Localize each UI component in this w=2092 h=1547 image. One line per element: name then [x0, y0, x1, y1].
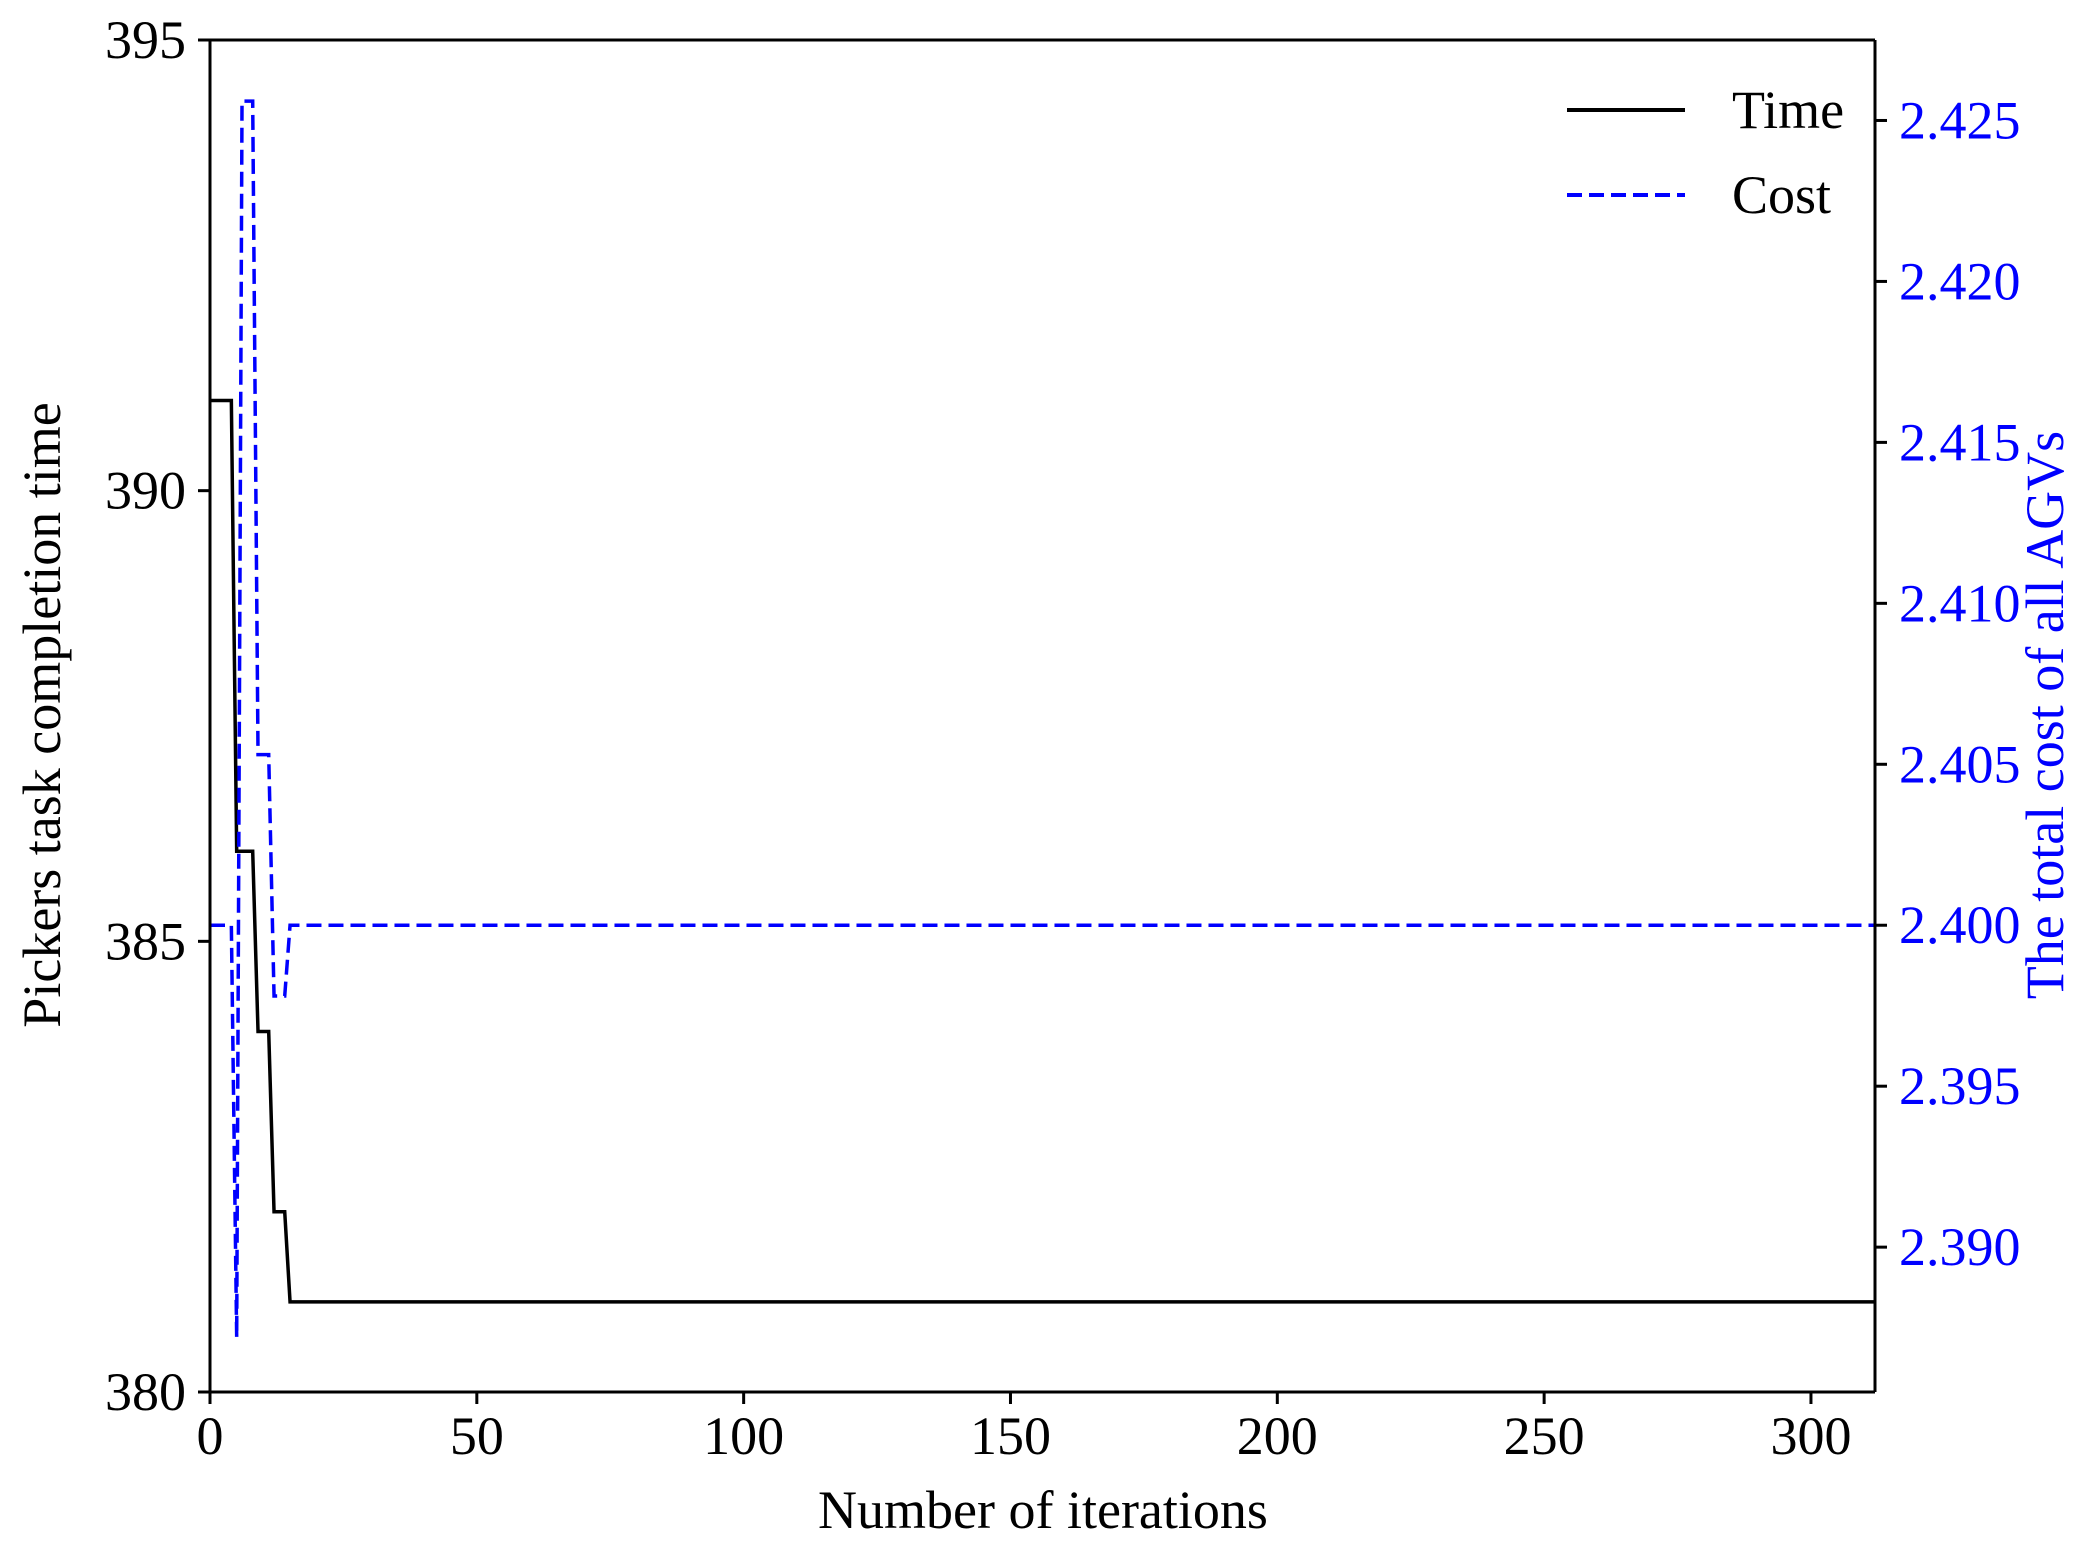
- x-tick-label: 200: [1237, 1406, 1318, 1466]
- y-left-tick-label: 385: [105, 911, 186, 971]
- y-right-tick-label: 2.390: [1899, 1217, 2021, 1277]
- y-right-tick-label: 2.420: [1899, 251, 2021, 311]
- legend-label-time: Time: [1732, 80, 1844, 140]
- x-tick-label: 100: [703, 1406, 784, 1466]
- series-line-time: [210, 398, 1875, 1304]
- x-tick-label: 250: [1504, 1406, 1585, 1466]
- y-right-tick-label: 2.425: [1899, 90, 2021, 150]
- y-left-tick-label: 395: [105, 10, 186, 70]
- y-right-tick-label: 2.400: [1899, 895, 2021, 955]
- x-tick-label: 0: [197, 1406, 224, 1466]
- y-right-tick-label: 2.395: [1899, 1056, 2021, 1116]
- y-right-tick-label: 2.405: [1899, 734, 2021, 794]
- y-right-tick-label: 2.410: [1899, 573, 2021, 633]
- y-right-tick-label: 2.415: [1899, 412, 2021, 472]
- y-axis-left-title: Pickers task completion time: [12, 402, 72, 1027]
- series-layer: [210, 99, 1875, 1338]
- ticks-layer: 0 50 100 150 200 250 300 380 385 390 395 2.390 2.395…: [105, 10, 2021, 1466]
- x-axis-title: Number of iterations: [818, 1480, 1268, 1540]
- x-tick-label: 50: [450, 1406, 504, 1466]
- x-tick-label: 150: [970, 1406, 1051, 1466]
- axes-layer: [208, 38, 1877, 1394]
- legend-label-cost: Cost: [1732, 165, 1831, 225]
- y-left-tick-label: 390: [105, 461, 186, 521]
- y-left-tick-label: 380: [105, 1362, 186, 1422]
- legend: Time Cost: [1567, 80, 1844, 225]
- series-line-cost: [210, 99, 1875, 1338]
- y-axis-right-title: The total cost of all AGVs: [2015, 431, 2075, 999]
- x-tick-label: 300: [1770, 1406, 1851, 1466]
